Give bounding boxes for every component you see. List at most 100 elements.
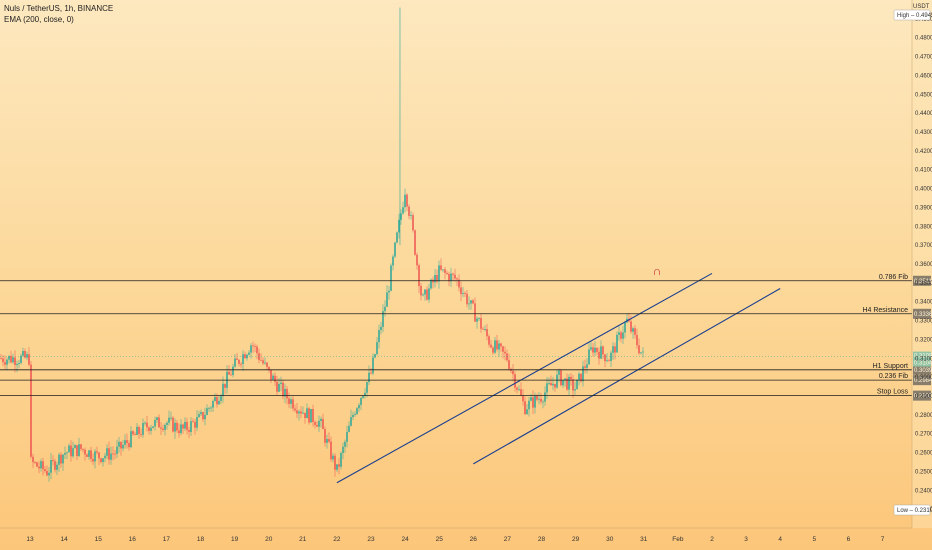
candle-body (464, 293, 466, 295)
candle-body (616, 334, 618, 353)
candle-body (268, 366, 270, 370)
candle-body (428, 288, 430, 300)
candle-body (366, 382, 368, 393)
candle-body (282, 382, 284, 397)
candle-body (42, 461, 44, 470)
candle-body (454, 274, 456, 279)
candle-body (88, 450, 90, 457)
candle-body (356, 408, 358, 415)
candle-body (200, 412, 202, 415)
candle-body (560, 370, 562, 386)
candle-body (556, 374, 558, 388)
candle-body (18, 362, 20, 365)
candle-body (446, 272, 448, 274)
candle-body (276, 381, 278, 392)
candle-body (132, 431, 134, 435)
candle-body (624, 322, 626, 333)
candle-body (272, 375, 274, 380)
candle-body (340, 452, 342, 467)
candle-body (640, 352, 642, 354)
candle-body (34, 462, 36, 463)
candle-body (116, 446, 118, 454)
price-tick-label: 0.4300 (915, 130, 932, 136)
candle-body (32, 456, 34, 463)
candle-body (114, 453, 116, 455)
candle-body (138, 426, 140, 434)
candle-body (124, 440, 126, 445)
candles (0, 7, 644, 482)
price-tick-label: 0.2500 (915, 469, 932, 475)
candle-body (514, 374, 516, 388)
candle-body (322, 418, 324, 429)
candle-body (396, 232, 398, 243)
candle-body (326, 439, 328, 443)
candle-body (146, 422, 148, 428)
time-tick-label: 2 (710, 536, 714, 543)
candle-body (204, 414, 206, 420)
candle-body (6, 359, 8, 365)
candle-body (382, 311, 384, 327)
candle-body (416, 254, 418, 266)
candle-body (354, 414, 356, 415)
candle-body (424, 289, 426, 295)
candle-body (208, 407, 210, 409)
candle-body (166, 422, 168, 425)
candle-body (284, 388, 286, 397)
candle-body (24, 350, 26, 358)
candle-body (148, 427, 150, 431)
candle-body (218, 400, 220, 405)
candle-body (164, 424, 166, 430)
time-tick-label: 19 (231, 536, 239, 543)
candle-body (506, 353, 508, 361)
candle-body (92, 459, 94, 462)
candle-body (106, 448, 108, 456)
candle-body (292, 399, 294, 409)
candle-body (448, 273, 450, 282)
candle-body (604, 354, 606, 362)
time-tick-label: 14 (60, 536, 68, 543)
candle-body (442, 269, 444, 271)
candle-body (48, 472, 50, 476)
candle-body (458, 279, 460, 288)
candle-body (642, 351, 644, 353)
candle-body (68, 445, 70, 453)
price-tick-label: 0.2600 (915, 451, 932, 457)
candle-body (142, 423, 144, 435)
candle-body (118, 441, 120, 447)
candle-body (466, 293, 468, 305)
time-tick-label: 4 (778, 536, 782, 543)
candle-body (64, 453, 66, 455)
candle-body (188, 430, 190, 432)
magnet-icon[interactable]: ∩ (652, 264, 662, 278)
candle-body (256, 346, 258, 354)
candle-body (78, 444, 80, 457)
candle-body (156, 417, 158, 421)
candle-body (574, 389, 576, 391)
candle-body (160, 427, 162, 429)
candle-body (600, 346, 602, 359)
candle-body (176, 422, 178, 431)
candle-body (260, 359, 262, 361)
candle-body (286, 388, 288, 399)
candle-body (370, 372, 372, 374)
candle-body (196, 417, 198, 428)
candle-body (438, 265, 440, 282)
candle-body (0, 358, 2, 360)
candle-body (250, 345, 252, 353)
candle-body (572, 379, 574, 391)
indicator-label[interactable]: EMA (200, close, 0) (4, 15, 74, 24)
candle-body (162, 428, 164, 430)
time-tick-label: 25 (436, 536, 444, 543)
time-tick-label: 28 (538, 536, 546, 543)
candle-body (610, 352, 612, 361)
time-tick-label: 13 (26, 536, 34, 543)
candle-body (56, 464, 58, 470)
candle-body (318, 420, 320, 427)
candle-body (436, 275, 438, 282)
candle-body (308, 408, 310, 423)
candle-body (346, 431, 348, 442)
price-tick-label: 0.3100 (915, 356, 932, 362)
candle-body (254, 346, 256, 347)
